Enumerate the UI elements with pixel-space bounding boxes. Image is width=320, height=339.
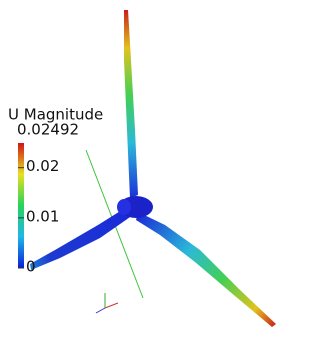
orientation-axes: [96, 293, 118, 313]
axis-x: [105, 303, 118, 308]
colorbar-max-label: 0.02492: [17, 121, 79, 139]
blade-right: [136, 212, 276, 327]
colorbar: [18, 143, 24, 268]
blade-up: [124, 10, 138, 198]
nose: [117, 199, 131, 215]
colorbar-tick-label: 0.02: [26, 157, 59, 175]
colorbar-tick-label: 0: [26, 258, 36, 276]
axis-z: [96, 308, 105, 313]
colorbar-tick-label: 0.01: [26, 207, 59, 225]
